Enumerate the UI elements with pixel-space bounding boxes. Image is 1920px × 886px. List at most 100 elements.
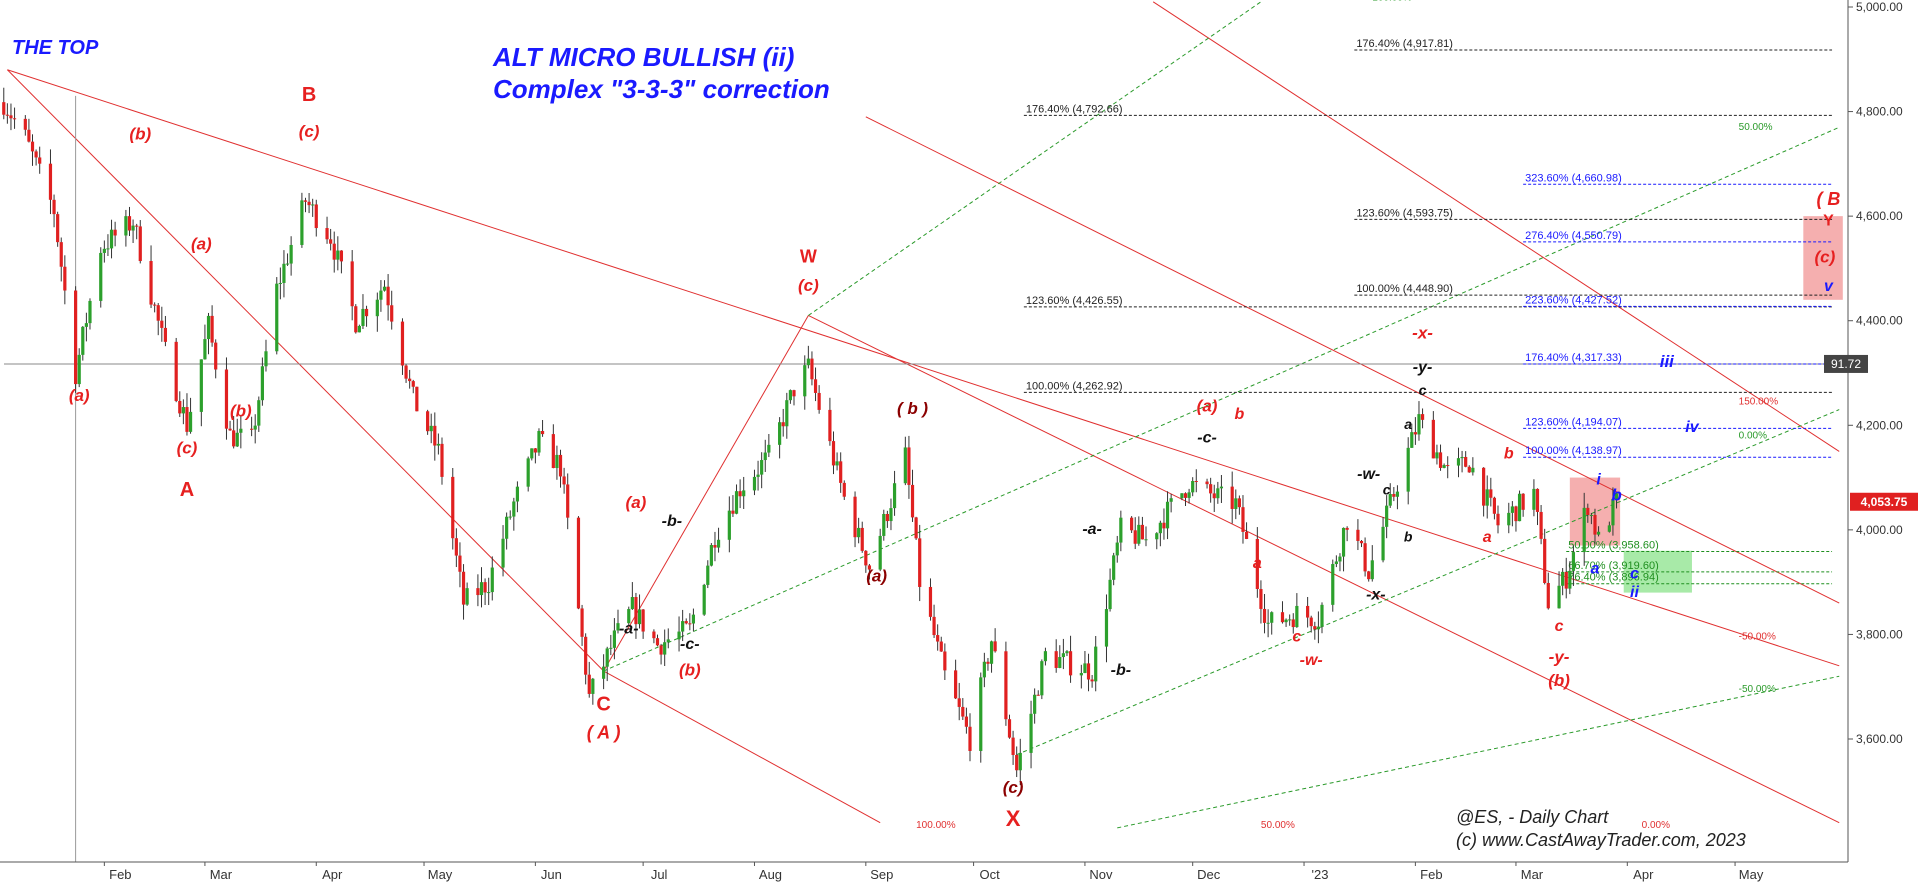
wave-label-36: c bbox=[1419, 382, 1427, 398]
candle-body-4 bbox=[23, 118, 27, 130]
candle-body-44 bbox=[224, 369, 229, 429]
candle-body-135 bbox=[681, 621, 685, 632]
wave-label-44: a bbox=[1591, 560, 1600, 577]
wave-label-3: (c) bbox=[177, 438, 198, 457]
candle-body-218 bbox=[1094, 646, 1098, 682]
candle-body-198 bbox=[993, 641, 997, 652]
wave-label-26: a bbox=[1253, 555, 1262, 572]
candle-body-265 bbox=[1334, 561, 1338, 565]
candle-body-239 bbox=[1205, 481, 1209, 485]
candle-body-101 bbox=[508, 516, 512, 518]
highlight-box-2 bbox=[1803, 216, 1843, 300]
wave-label-2: (a) bbox=[191, 234, 212, 253]
x-tick-label-7: Sep bbox=[870, 867, 893, 882]
candle-body-263 bbox=[1320, 604, 1324, 627]
candle-body-280 bbox=[1410, 432, 1414, 448]
candle-body-9 bbox=[48, 163, 53, 200]
candle-body-119 bbox=[602, 666, 606, 679]
candle-body-308 bbox=[1546, 582, 1550, 609]
candle-body-313 bbox=[1571, 552, 1576, 571]
candle-body-289 bbox=[1456, 458, 1461, 466]
candle-body-49 bbox=[250, 428, 254, 430]
candle-body-250 bbox=[1259, 588, 1263, 609]
wave-label-34: -x- bbox=[1412, 323, 1433, 342]
candle-body-57 bbox=[285, 263, 290, 265]
candle-body-0 bbox=[2, 102, 6, 115]
candle-body-307 bbox=[1543, 538, 1547, 583]
candle-body-230 bbox=[1158, 522, 1162, 534]
candle-body-60 bbox=[303, 200, 308, 202]
candle-body-82 bbox=[411, 381, 415, 387]
candle-body-264 bbox=[1331, 564, 1335, 605]
candle-body-26 bbox=[131, 225, 135, 231]
x-tick-label-3: May bbox=[428, 867, 453, 882]
candle-body-61 bbox=[307, 201, 311, 206]
candle-body-288 bbox=[1446, 465, 1450, 467]
candle-body-45 bbox=[228, 428, 232, 431]
candle-body-212 bbox=[1065, 651, 1069, 654]
wave-label-48: iv bbox=[1685, 419, 1699, 436]
candle-body-222 bbox=[1115, 542, 1119, 556]
candle-body-39 bbox=[199, 359, 203, 412]
candle-body-127 bbox=[637, 609, 642, 625]
the-top-label: THE TOP bbox=[12, 37, 99, 59]
candle-body-58 bbox=[289, 244, 293, 264]
candle-body-294 bbox=[1482, 467, 1486, 506]
candle-body-209 bbox=[1054, 651, 1058, 668]
candle-body-256 bbox=[1288, 619, 1292, 621]
candle-body-111 bbox=[558, 454, 563, 477]
candle-body-232 bbox=[1165, 501, 1170, 529]
wave-label-25: -c- bbox=[1197, 430, 1217, 447]
wave-label-15: W bbox=[800, 247, 817, 267]
candle-body-129 bbox=[652, 631, 656, 639]
candle-body-173 bbox=[867, 565, 872, 570]
channel-line-10 bbox=[1117, 675, 1840, 829]
candle-body-318 bbox=[1596, 531, 1601, 535]
candle-body-271 bbox=[1363, 543, 1367, 572]
candle-body-89 bbox=[451, 476, 455, 539]
candle-body-270 bbox=[1359, 540, 1364, 544]
candle-body-215 bbox=[1083, 663, 1087, 674]
candle-body-86 bbox=[433, 425, 437, 446]
candle-body-268 bbox=[1345, 527, 1349, 530]
x-tick-label-15: May bbox=[1739, 867, 1764, 882]
wave-label-11: -c- bbox=[680, 636, 700, 653]
candle-body-66 bbox=[332, 243, 336, 260]
wave-label-30: c bbox=[1383, 481, 1391, 497]
candle-body-285 bbox=[1435, 452, 1439, 459]
candle-body-159 bbox=[803, 365, 807, 397]
candle-body-88 bbox=[440, 443, 444, 477]
candle-body-295 bbox=[1485, 489, 1489, 506]
wave-label-16: (c) bbox=[798, 276, 819, 295]
candle-body-150 bbox=[756, 474, 760, 477]
candle-body-116 bbox=[584, 636, 588, 675]
candle-body-181 bbox=[910, 484, 915, 518]
candle-body-130 bbox=[655, 638, 660, 646]
candle-body-92 bbox=[461, 571, 466, 605]
wave-label-9: -b- bbox=[662, 513, 682, 530]
fib-level-label-3: 100.00% (4,448.90) bbox=[1356, 283, 1453, 295]
candle-body-220 bbox=[1108, 579, 1112, 610]
candle-body-201 bbox=[1011, 737, 1015, 755]
candle-body-231 bbox=[1162, 522, 1166, 529]
x-tick-label-11: '23 bbox=[1312, 867, 1329, 882]
fib-level-label-7: 276.40% (4,550.79) bbox=[1525, 230, 1622, 242]
channel-line-9 bbox=[1016, 409, 1840, 756]
candle-body-244 bbox=[1230, 486, 1234, 509]
candle-body-62 bbox=[311, 204, 315, 206]
candle-body-180 bbox=[907, 447, 911, 485]
candle-body-317 bbox=[1593, 514, 1597, 535]
channel-line-5 bbox=[1152, 1, 1840, 452]
candle-body-303 bbox=[1521, 493, 1525, 510]
wave-label-4: (b) bbox=[230, 402, 252, 421]
candle-body-64 bbox=[325, 228, 329, 240]
wave-label-8: (a) bbox=[626, 493, 647, 512]
cross-value-label: 91.72 bbox=[1831, 357, 1861, 371]
candle-body-56 bbox=[282, 263, 286, 283]
candle-body-6 bbox=[30, 141, 35, 152]
wave-label-19: (c) bbox=[1003, 778, 1024, 797]
candle-body-149 bbox=[752, 476, 757, 491]
fib-level-label-13: 66.70% (3,919.60) bbox=[1568, 560, 1659, 572]
candle-body-238 bbox=[1194, 481, 1198, 483]
